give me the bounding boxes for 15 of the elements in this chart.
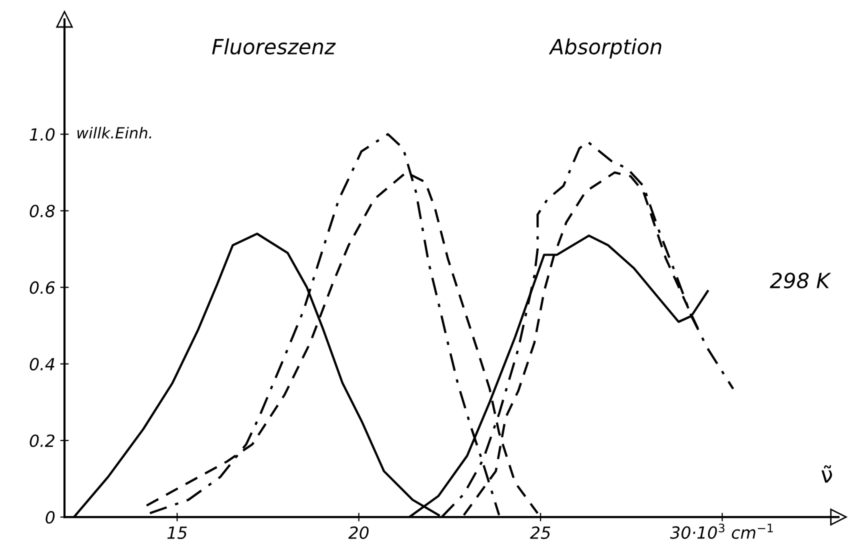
y-tick-label: 0 [46,511,55,524]
x-tick-label: 25 [530,526,550,539]
x-tick-label: 20 [348,526,369,539]
annotation: Fluoreszenz [212,38,336,54]
x-tick-label: 30·10$^{3}$ cm$^{−1}$ [670,524,773,539]
annotation: 298 K [770,272,832,288]
y-tick-label: 0.8 [30,204,55,218]
x-tick-label: 15 [167,526,187,539]
y-tick-label: 0.6 [30,281,55,294]
y-tick-label: 0.4 [30,358,54,370]
y-axis-title: willk.Einh. [77,126,152,138]
y-tick-label: 0.2 [30,434,54,448]
annotation: Absorption [548,38,662,59]
x-axis-title: ν̃ [821,465,832,483]
y-tick-label: 1.0 [30,128,55,141]
